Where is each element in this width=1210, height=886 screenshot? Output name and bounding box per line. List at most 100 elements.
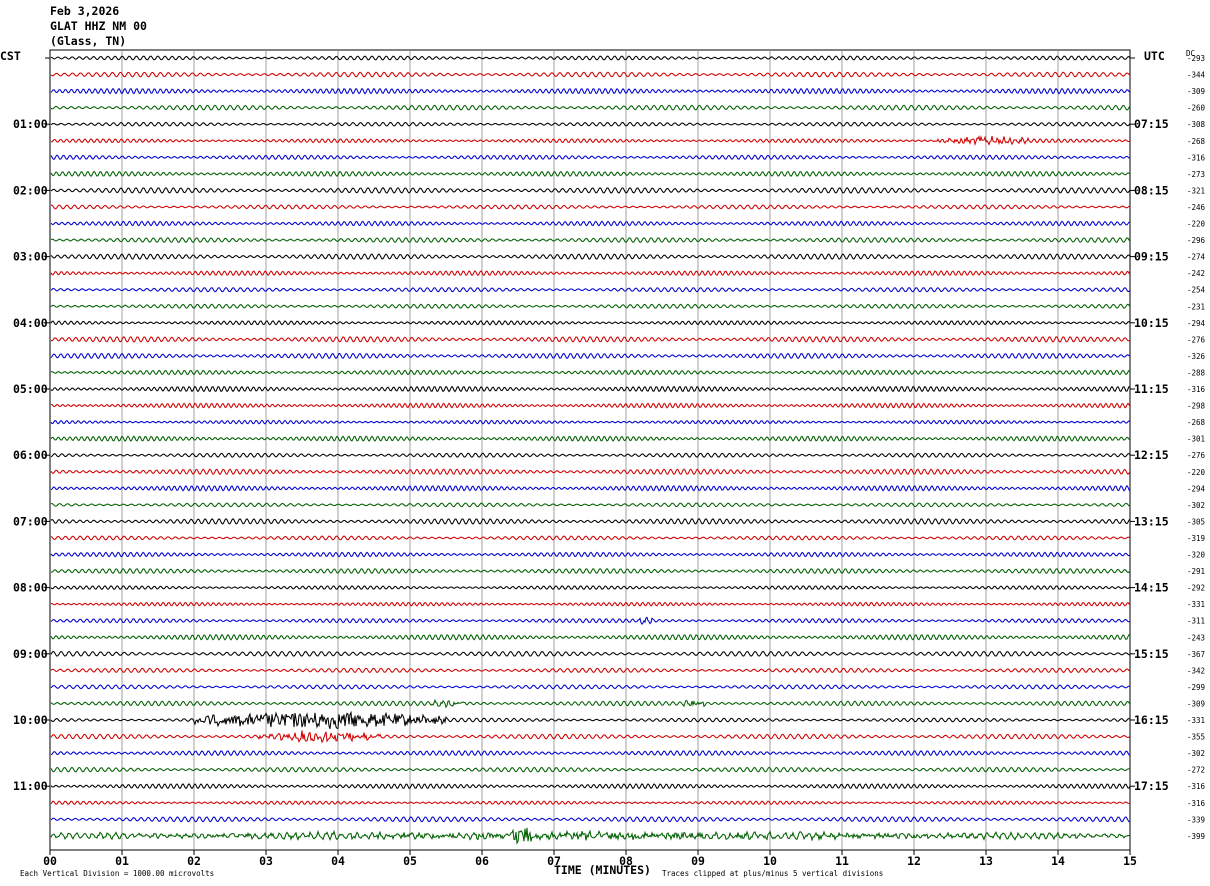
dc-offset-label: -274 [1187, 253, 1206, 262]
right-hour-label: 09:15 [1134, 250, 1169, 264]
dc-offset-label: -291 [1187, 567, 1205, 576]
seismic-trace [50, 55, 1131, 61]
left-hour-label: 08:00 [13, 581, 48, 595]
seismic-trace [50, 484, 1131, 492]
dc-offset-label: -293 [1187, 54, 1205, 63]
x-axis-title: TIME (MINUTES) [554, 863, 651, 877]
dc-offset-label: -316 [1187, 782, 1206, 791]
right-hour-label: 13:15 [1134, 514, 1169, 528]
seismic-trace [50, 220, 1131, 227]
seismic-trace [50, 237, 1131, 244]
x-tick-label: 03 [259, 854, 273, 868]
seismic-trace [50, 827, 1131, 845]
dc-offset-label: -302 [1187, 501, 1205, 510]
right-hour-label: 12:15 [1134, 448, 1169, 462]
dc-offset-label: -309 [1187, 87, 1205, 96]
x-tick-label: 04 [331, 854, 345, 868]
dc-offset-label: -302 [1187, 749, 1205, 758]
right-hour-label: 14:15 [1134, 581, 1169, 595]
seismic-trace [50, 204, 1131, 210]
dc-offset-label: -292 [1187, 584, 1205, 593]
plot-frame [49, 49, 1131, 851]
dc-offset-label: -301 [1187, 435, 1205, 444]
seismic-trace [50, 800, 1131, 806]
seismic-trace [50, 518, 1131, 525]
seismic-trace [50, 568, 1131, 575]
dc-offset-header: DC [1186, 49, 1196, 58]
seismic-trace [50, 684, 1130, 690]
seismic-trace [50, 154, 1131, 161]
dc-offset-label: -268 [1187, 418, 1206, 427]
seismic-trace [50, 452, 1131, 458]
dc-offset-label: -331 [1187, 600, 1205, 609]
x-tick-label: 10 [763, 854, 777, 868]
seismic-trace [50, 766, 1131, 773]
seismic-trace [50, 710, 1131, 729]
left-hour-label: 06:00 [13, 448, 48, 462]
seismic-trace [50, 335, 1131, 343]
dc-offset-label: -294 [1187, 484, 1206, 493]
x-tick-label: 09 [691, 854, 705, 868]
seismic-trace [50, 535, 1131, 541]
dc-offset-label: -299 [1187, 683, 1205, 692]
dc-offset-label: -344 [1187, 71, 1206, 80]
dc-offset-label: -260 [1187, 104, 1206, 113]
right-hour-label: 10:15 [1134, 316, 1169, 330]
dc-offset-label: -399 [1187, 832, 1205, 841]
seismic-trace [50, 369, 1131, 376]
seismic-trace [50, 750, 1131, 757]
dc-offset-label: -308 [1187, 120, 1206, 129]
x-tick-label: 07 [547, 854, 561, 868]
dc-offset-label: -254 [1187, 286, 1206, 295]
dc-offset-label: -321 [1187, 186, 1205, 195]
right-hour-label: 07:15 [1134, 117, 1169, 131]
dc-offset-label: -305 [1187, 517, 1205, 526]
dc-offset-label: -294 [1187, 319, 1206, 328]
dc-offset-label: -231 [1187, 302, 1205, 311]
seismic-trace [50, 468, 1131, 476]
dc-offset-label: -367 [1187, 650, 1205, 659]
x-tick-label: 01 [115, 854, 129, 868]
seismic-trace [50, 419, 1131, 425]
x-tick-label: 14 [1051, 854, 1065, 868]
left-hour-label: 09:00 [13, 647, 48, 661]
x-tick-label: 12 [907, 854, 921, 868]
seismic-trace [50, 585, 1131, 591]
dc-offset-label: -242 [1187, 269, 1205, 278]
left-hour-label: 02:00 [13, 183, 48, 197]
chart-date: Feb 3,2026 [50, 4, 120, 18]
left-hour-label: 07:00 [13, 514, 48, 528]
right-hour-label: 15:15 [1134, 647, 1169, 661]
x-tick-label: 11 [835, 854, 849, 868]
seismic-trace [50, 385, 1131, 393]
seismic-trace [50, 253, 1131, 260]
seismic-trace [50, 650, 1131, 657]
scale-note: Each Vertical Division = 1000.00 microvo… [20, 869, 215, 878]
dc-offset-label: -311 [1187, 617, 1205, 626]
right-hour-label: 16:15 [1134, 713, 1169, 727]
chart-location: (Glass, TN) [50, 34, 127, 48]
seismic-trace [50, 104, 1131, 111]
seismic-trace [50, 601, 1131, 607]
x-tick-label: 13 [979, 854, 993, 868]
dc-offset-label: -320 [1187, 551, 1206, 560]
seismic-trace [50, 303, 1131, 309]
dc-offset-label: -316 [1187, 153, 1206, 162]
right-hour-label: 08:15 [1134, 183, 1169, 197]
right-hour-label: 11:15 [1134, 382, 1169, 396]
seismic-trace [51, 135, 1131, 147]
seismic-trace [50, 783, 1131, 790]
x-tick-label: 02 [187, 854, 201, 868]
seismic-trace [50, 502, 1131, 508]
seismic-trace [50, 551, 1131, 558]
dc-offset-label: -246 [1187, 203, 1206, 212]
seismic-trace [50, 435, 1131, 442]
dc-offset-label: -355 [1187, 733, 1205, 742]
seismic-trace [50, 286, 1131, 293]
dc-offset-label: -316 [1187, 799, 1206, 808]
seismic-trace [50, 633, 1131, 641]
dc-offset-label: -339 [1187, 815, 1205, 824]
dc-offset-label: -296 [1187, 236, 1206, 245]
seismic-trace [50, 816, 1131, 823]
